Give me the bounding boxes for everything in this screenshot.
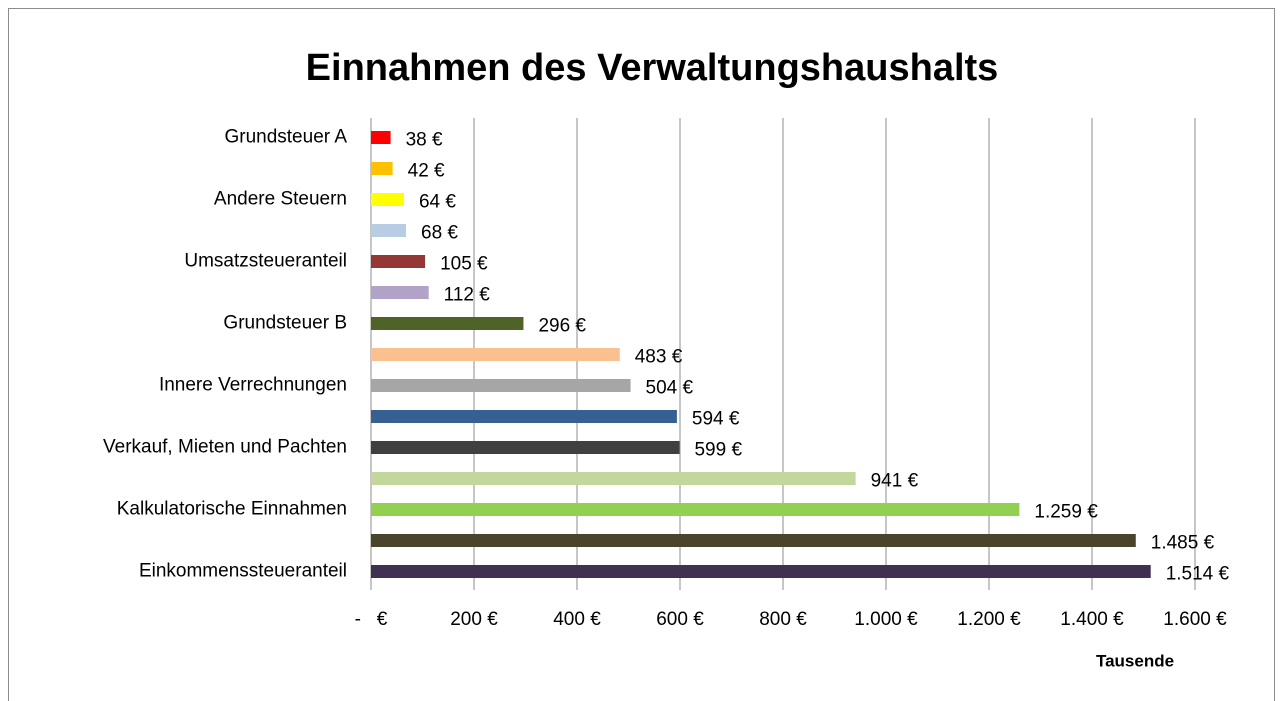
value-label: 599 € xyxy=(694,440,742,461)
value-label: 296 € xyxy=(538,316,586,337)
bar xyxy=(371,131,391,144)
bar xyxy=(371,317,524,330)
y-tick-label: Einkommenssteueranteil xyxy=(139,561,347,582)
bar xyxy=(371,441,680,454)
value-label: 483 € xyxy=(635,347,683,368)
value-label: 42 € xyxy=(408,161,445,182)
y-tick-label: Grundsteuer B xyxy=(223,313,347,334)
bar xyxy=(371,534,1136,547)
x-tick-label: 1.400 € xyxy=(1060,609,1124,630)
value-label: 38 € xyxy=(406,130,443,151)
y-tick-label: Grundsteuer A xyxy=(224,127,347,148)
x-tick-label: 400 € xyxy=(553,609,601,630)
bar xyxy=(371,348,620,361)
value-label: 504 € xyxy=(646,378,694,399)
chart-title: Einnahmen des Verwaltungshaushalts xyxy=(306,47,999,89)
y-tick-label: Andere Steuern xyxy=(214,189,347,210)
value-label: 112 € xyxy=(444,285,491,306)
bar xyxy=(371,379,631,392)
bar xyxy=(371,255,426,268)
bar xyxy=(371,193,404,206)
value-label: 594 € xyxy=(692,409,740,430)
bar xyxy=(371,503,1020,516)
bar xyxy=(371,472,856,485)
x-tick-label: 1.600 € xyxy=(1163,609,1227,630)
value-label: 105 € xyxy=(440,254,488,275)
y-tick-label: Kalkulatorische Einnahmen xyxy=(117,499,347,520)
y-tick-label: Innere Verrechnungen xyxy=(159,375,347,396)
chart-frame xyxy=(8,8,1275,701)
bar xyxy=(371,162,393,175)
x-tick-label: - € xyxy=(355,609,388,630)
value-label: 64 € xyxy=(419,192,456,213)
x-axis-label: Tausende xyxy=(1096,651,1174,670)
x-tick-label: 200 € xyxy=(450,609,498,630)
x-tick-label: 1.000 € xyxy=(854,609,918,630)
x-tick-label: 800 € xyxy=(759,609,807,630)
value-label: 941 € xyxy=(871,471,919,492)
value-label: 1.514 € xyxy=(1166,564,1230,585)
y-tick-label: Umsatzsteueranteil xyxy=(184,251,347,272)
bar xyxy=(371,410,677,423)
y-tick-label: Verkauf, Mieten und Pachten xyxy=(103,437,347,458)
value-label: 1.259 € xyxy=(1034,502,1098,523)
x-tick-label: 600 € xyxy=(656,609,704,630)
value-label: 68 € xyxy=(421,223,458,244)
bar xyxy=(371,286,429,299)
bar xyxy=(371,565,1151,578)
x-tick-label: 1.200 € xyxy=(957,609,1021,630)
value-label: 1.485 € xyxy=(1151,533,1215,554)
bar xyxy=(371,224,407,237)
